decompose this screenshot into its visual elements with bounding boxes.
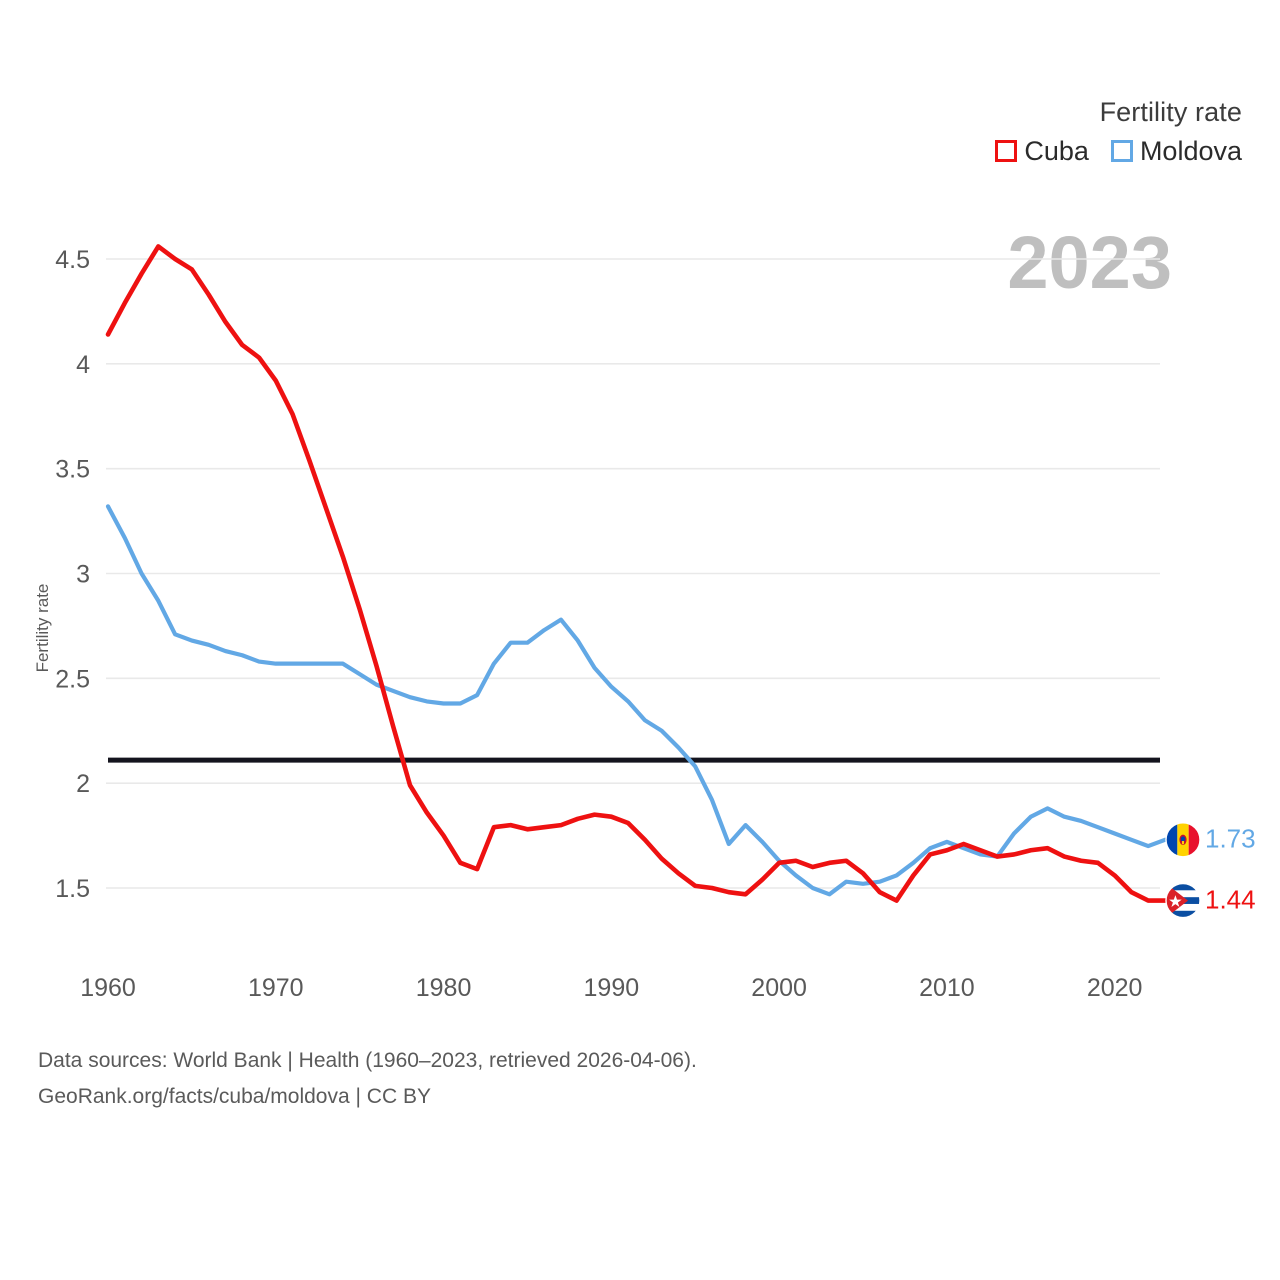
footer-attribution: Data sources: World Bank | Health (1960–… [38, 1043, 697, 1115]
x-tick-label: 2020 [1087, 974, 1143, 1002]
legend-title: Fertility rate [1099, 97, 1242, 127]
y-tick-label: 4.5 [55, 246, 90, 274]
y-tick-label: 2.5 [55, 665, 90, 693]
moldova-flag-icon [1165, 822, 1201, 858]
legend-items: Cuba Moldova [995, 136, 1242, 167]
end-marker-cuba[interactable]: 1.44 [1165, 882, 1256, 919]
y-tick-label: 3 [76, 561, 90, 589]
x-tick-label: 2010 [919, 974, 975, 1002]
legend-item-moldova[interactable]: Moldova [1110, 135, 1242, 167]
legend-swatch-icon-moldova [1110, 140, 1133, 163]
footer-line-1: Data sources: World Bank | Health (1960–… [38, 1049, 697, 1072]
year-watermark: 2023 [1007, 221, 1172, 304]
y-tick-label: 1.5 [55, 875, 90, 903]
x-tick-label: 1970 [248, 974, 304, 1002]
y-axis-title: Fertility rate [33, 584, 52, 673]
x-tick-label: 2000 [751, 974, 807, 1002]
end-marker-moldova[interactable]: 1.73 [1165, 822, 1256, 858]
legend-label-cuba: Cuba [1024, 135, 1089, 166]
x-tick-label: 1980 [416, 974, 472, 1002]
legend-swatch-icon-cuba [995, 140, 1018, 163]
legend-item-cuba[interactable]: Cuba [995, 136, 1089, 167]
end-value-cuba: 1.44 [1205, 884, 1256, 914]
series-line-moldova [105, 504, 1168, 897]
footer-line-2: GeoRank.org/facts/cuba/moldova | CC BY [38, 1085, 431, 1109]
y-tick-label: 4 [76, 351, 90, 379]
legend-label-moldova: Moldova [1139, 135, 1242, 166]
gridlines [106, 258, 1160, 889]
cuba-flag-icon [1165, 882, 1201, 919]
x-axis-tick-labels: 1960 1970 1980 1990 2000 2010 2020 [80, 974, 1142, 1002]
end-value-moldova: 1.73 [1205, 824, 1256, 854]
x-tick-label: 1960 [80, 974, 136, 1002]
legend: Fertility rate Cuba Moldova [995, 96, 1242, 167]
y-tick-label: 2 [76, 770, 90, 798]
series-line-cuba [105, 244, 1168, 903]
y-axis-tick-labels: 1.5 2 2.5 3 3.5 4 4.5 [55, 246, 90, 903]
y-tick-label: 3.5 [55, 456, 90, 484]
x-tick-label: 1990 [584, 974, 640, 1002]
